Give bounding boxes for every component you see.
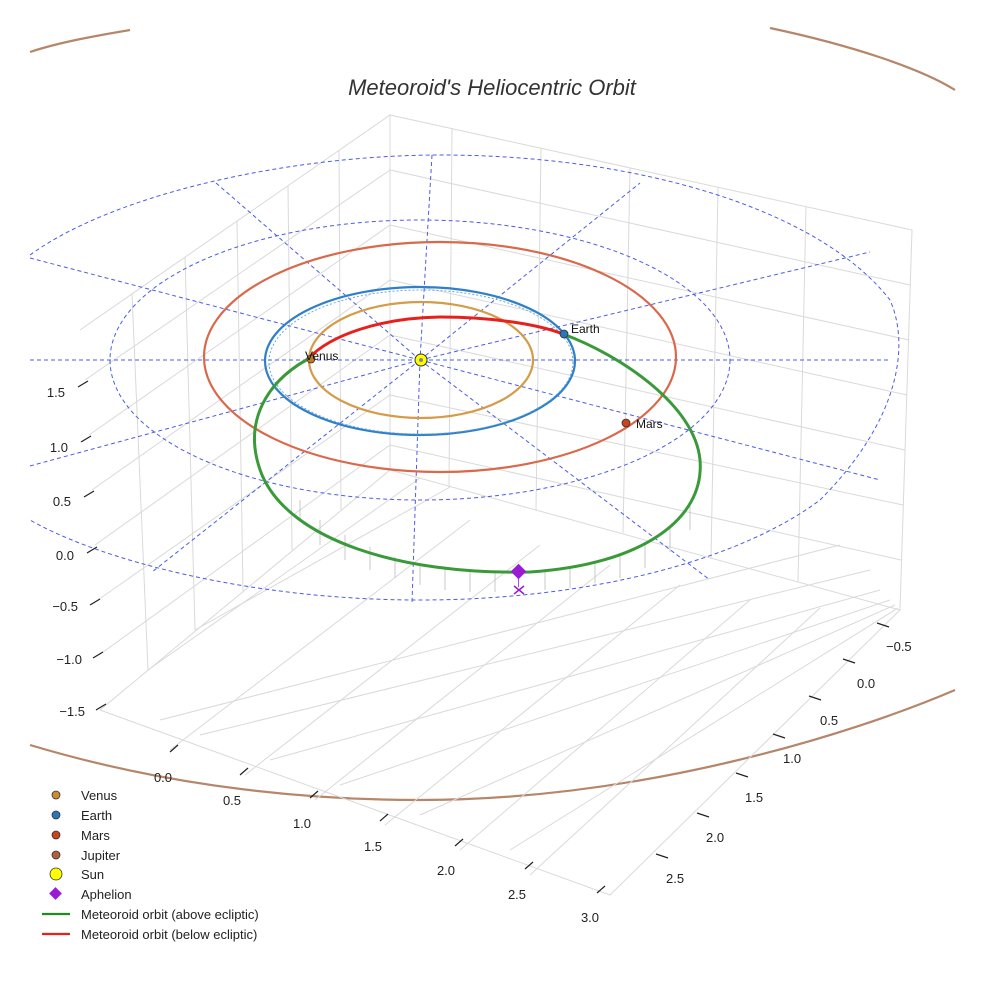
- z-tick-label: 0.5: [53, 494, 71, 509]
- legend-label: Meteoroid orbit (above ecliptic): [81, 907, 259, 922]
- planet-orbits: [202, 240, 678, 474]
- aphelion-marker: [510, 563, 527, 595]
- y-tick-label: 0.5: [820, 713, 838, 728]
- z-tick-label: −1.0: [56, 652, 82, 667]
- earth-label: Earth: [571, 322, 600, 336]
- legend-label: Venus: [81, 788, 118, 803]
- meteoroid-orbit-above: [253, 332, 702, 574]
- z-tick-labels: 1.5 1.0 0.5 0.0 −0.5 −1.0 −1.5: [47, 385, 85, 719]
- legend: Venus Earth Mars Jupiter Sun Aphelion Me…: [42, 788, 259, 942]
- x-tick-label: 2.5: [508, 887, 526, 902]
- axes-grid: [79, 114, 913, 896]
- legend-venus-marker: [51, 790, 61, 800]
- y-tick-label: 0.0: [857, 676, 875, 691]
- earth-orbit-trace: [268, 289, 574, 435]
- y-tick-label: −0.5: [886, 639, 912, 654]
- mars-orbit: [202, 240, 678, 474]
- x-tick-label: 2.0: [437, 863, 455, 878]
- y-tick-label: 1.5: [745, 790, 763, 805]
- x-tick-label: 1.5: [364, 839, 382, 854]
- z-tick-label: 1.5: [47, 385, 65, 400]
- y-tick-label: 2.0: [706, 830, 724, 845]
- z-tick-label: −1.5: [59, 704, 85, 719]
- x-tick-label: 1.0: [293, 816, 311, 831]
- x-tick-label: 3.0: [581, 910, 599, 925]
- x-tick-label: 0.0: [154, 770, 172, 785]
- legend-label: Aphelion: [81, 887, 132, 902]
- venus-marker: [306, 354, 316, 364]
- x-tick-labels: 0.0 0.5 1.0 1.5 2.0 2.5 3.0: [154, 770, 599, 925]
- z-tick-label: 0.0: [56, 548, 74, 563]
- tick-marks: [77, 380, 890, 894]
- earth-orbit: [263, 285, 577, 437]
- y-tick-label: 2.5: [666, 871, 684, 886]
- legend-label: Sun: [81, 867, 104, 882]
- chart-title: Meteoroid's Heliocentric Orbit: [348, 75, 637, 100]
- legend-label: Jupiter: [81, 848, 121, 863]
- venus-label: Venus: [305, 349, 338, 363]
- legend-label: Earth: [81, 808, 112, 823]
- legend-earth-marker: [51, 810, 61, 820]
- legend-sun-marker: [49, 867, 63, 881]
- planet-markers: [306, 329, 631, 428]
- legend-mars-marker: [51, 830, 61, 840]
- meteoroid-orbit: [253, 315, 702, 592]
- x-tick-label: 0.5: [223, 793, 241, 808]
- jupiter-orbit: [29, 26, 956, 802]
- legend-label: Meteoroid orbit (below ecliptic): [81, 927, 257, 942]
- y-tick-labels: −0.5 0.0 0.5 1.0 1.5 2.0 2.5: [666, 639, 912, 886]
- mars-label: Mars: [636, 417, 663, 431]
- z-tick-label: −0.5: [52, 599, 78, 614]
- ecliptic-reference: [29, 154, 900, 604]
- mars-marker: [621, 418, 631, 428]
- legend-jupiter-marker: [51, 850, 61, 860]
- sun-marker: [414, 353, 428, 367]
- earth-marker: [559, 329, 569, 339]
- orbit-drop-lines: [299, 500, 691, 592]
- legend-label: Mars: [81, 828, 110, 843]
- legend-aphelion-marker: [49, 887, 62, 900]
- meteoroid-orbit-below: [306, 315, 564, 361]
- y-tick-label: 1.0: [783, 751, 801, 766]
- z-tick-label: 1.0: [50, 440, 68, 455]
